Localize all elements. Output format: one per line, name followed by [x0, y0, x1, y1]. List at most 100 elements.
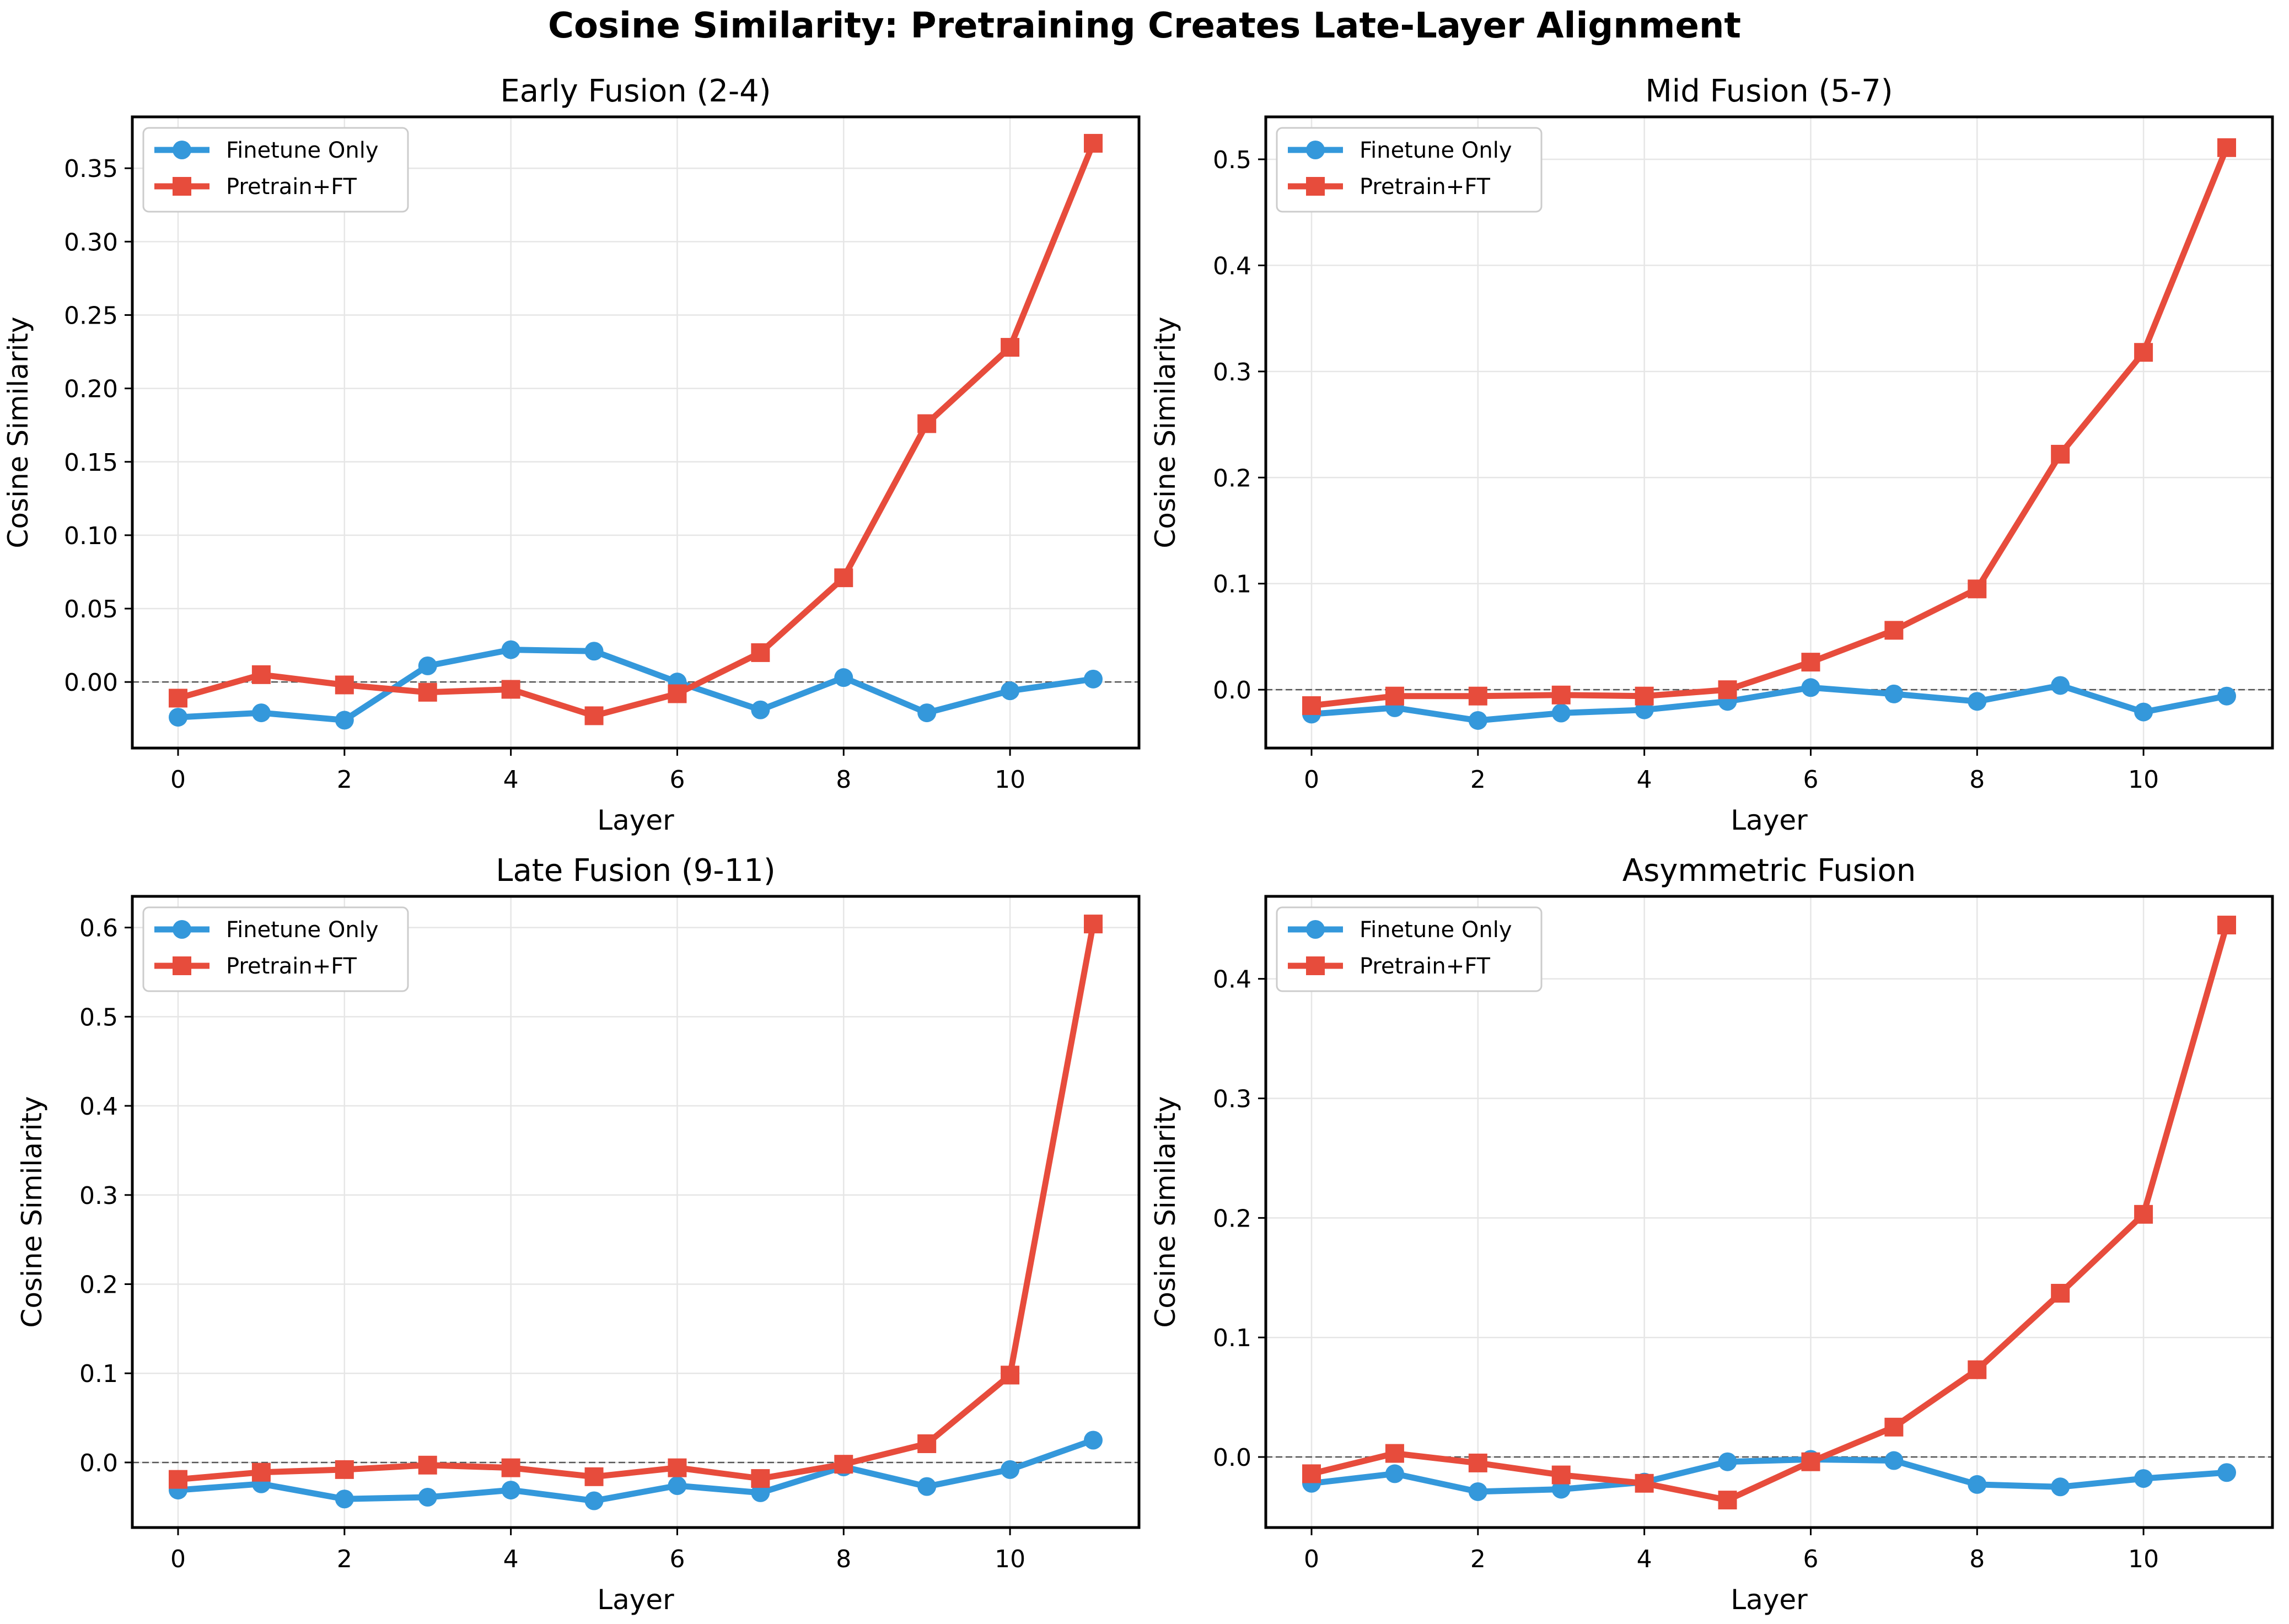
y-axis-label: Cosine Similarity — [1149, 316, 1181, 548]
legend: Finetune Only Pretrain+FT — [142, 906, 409, 992]
x-tick-label: 6 — [1803, 1545, 1818, 1573]
data-point-finetune — [1084, 1431, 1103, 1450]
data-point-pretrain — [1302, 696, 1321, 716]
legend-label: Finetune Only — [1360, 138, 1512, 163]
chart-panel-3: 0 2 4 6 8 10 0.0 0.1 0.2 0.3 0.4 0.5 0.6 Layer Cosine … — [16, 853, 1141, 1616]
data-point-pretrain — [1084, 133, 1103, 153]
data-point-finetune — [1001, 1460, 1020, 1479]
legend-marker — [173, 920, 191, 939]
data-point-finetune — [834, 668, 853, 687]
data-point-pretrain — [751, 1469, 770, 1488]
data-point-pretrain — [251, 665, 271, 684]
x-tick-label: 2 — [337, 1545, 352, 1573]
series-line-pretrain — [1311, 146, 2230, 709]
data-point-pretrain — [1718, 1491, 1737, 1510]
data-point-pretrain — [501, 1458, 520, 1477]
data-point-finetune — [2217, 1463, 2236, 1482]
y-tick-label: 0.30 — [64, 228, 118, 256]
data-point-finetune — [584, 1491, 604, 1510]
x-tick-label: 2 — [1470, 766, 1486, 794]
data-point-finetune — [668, 1476, 687, 1495]
data-point-pretrain — [1551, 1465, 1571, 1485]
data-point-pretrain — [251, 1462, 271, 1482]
y-tick-label: 0.6 — [79, 915, 118, 943]
data-point-pretrain — [1635, 1474, 1654, 1493]
series-line-finetune — [1311, 1456, 2227, 1495]
x-tick-label: 0 — [170, 1545, 186, 1573]
data-point-finetune — [1385, 1464, 1404, 1483]
x-tick-label: 4 — [503, 1545, 519, 1573]
data-point-pretrain — [668, 1458, 687, 1477]
data-point-pretrain — [2134, 1204, 2153, 1224]
data-point-pretrain — [501, 680, 520, 699]
x-tick-label: 2 — [1470, 1545, 1486, 1573]
legend-label: Finetune Only — [226, 917, 379, 943]
data-point-pretrain — [584, 1467, 604, 1486]
y-tick-label: 0.10 — [64, 522, 118, 550]
plot-frame — [1264, 895, 2274, 1529]
x-tick-label: 10 — [2128, 766, 2159, 794]
x-tick-label: 0 — [170, 766, 186, 794]
y-tick-label: 0.20 — [64, 375, 118, 404]
data-point-pretrain — [1884, 621, 1904, 640]
data-point-finetune — [1968, 1475, 1987, 1494]
data-point-pretrain — [2134, 343, 2153, 362]
data-point-pretrain — [1968, 579, 1987, 599]
data-point-finetune — [917, 703, 937, 723]
data-point-finetune — [2134, 702, 2153, 722]
data-point-pretrain — [668, 684, 687, 703]
data-point-pretrain — [1385, 686, 1404, 706]
data-point-pretrain — [834, 568, 853, 588]
y-tick-label: 0.0 — [79, 1449, 118, 1477]
y-axis-label: Cosine Similarity — [1149, 1096, 1181, 1327]
data-point-finetune — [335, 1489, 354, 1509]
x-tick-label: 10 — [2128, 1545, 2159, 1573]
data-point-finetune — [418, 656, 437, 675]
x-tick-label: 8 — [836, 766, 851, 794]
data-point-finetune — [1468, 711, 1487, 730]
x-tick-label: 4 — [503, 766, 519, 794]
x-tick-label: 0 — [1304, 766, 1319, 794]
data-point-finetune — [335, 711, 354, 730]
data-point-finetune — [1884, 1451, 1904, 1470]
x-axis-label: Layer — [1731, 1584, 1808, 1616]
data-point-finetune — [418, 1488, 437, 1507]
y-tick-label: 0.4 — [1213, 252, 1251, 280]
panel-title: Early Fusion (2-4) — [500, 73, 771, 109]
data-point-pretrain — [1801, 1452, 1820, 1471]
data-point-finetune — [584, 642, 604, 661]
y-tick-label: 0.2 — [1213, 1204, 1251, 1233]
data-point-pretrain — [1001, 338, 1020, 357]
x-tick-label: 0 — [1304, 1545, 1319, 1573]
data-point-finetune — [1968, 692, 1987, 711]
y-tick-label: 0.4 — [79, 1093, 118, 1121]
y-tick-label: 0.1 — [1213, 571, 1251, 599]
data-point-pretrain — [917, 1434, 937, 1453]
data-point-pretrain — [1302, 1464, 1321, 1483]
panel-title: Asymmetric Fusion — [1622, 853, 1916, 889]
data-point-pretrain — [834, 1455, 853, 1474]
y-tick-label: 0.15 — [64, 449, 118, 477]
data-point-finetune — [2134, 1469, 2153, 1488]
data-point-finetune — [1718, 1452, 1737, 1471]
data-point-finetune — [1551, 703, 1571, 723]
legend-label: Finetune Only — [226, 138, 379, 163]
data-point-pretrain — [1385, 1444, 1404, 1463]
legend-label: Finetune Only — [1360, 917, 1512, 943]
legend-marker — [1306, 141, 1325, 159]
legend-marker — [1306, 956, 1325, 975]
data-point-finetune — [1001, 681, 1020, 701]
data-point-finetune — [751, 1483, 770, 1502]
figure-title: Cosine Similarity: Pretraining Creates L… — [547, 6, 1742, 46]
legend-marker — [173, 177, 191, 196]
data-point-pretrain — [418, 1455, 437, 1475]
x-tick-label: 10 — [995, 1545, 1025, 1573]
y-tick-label: 0.4 — [1213, 966, 1251, 994]
legend: Finetune Only Pretrain+FT — [1276, 906, 1543, 992]
chart-panel-2: 0 2 4 6 8 10 0.0 0.1 0.2 0.3 0.4 0.5 Layer Cosine Sim… — [1149, 73, 2274, 836]
legend: Finetune Only Pretrain+FT — [142, 127, 409, 213]
data-point-finetune — [251, 703, 271, 723]
data-point-pretrain — [1801, 653, 1820, 672]
data-point-pretrain — [917, 414, 937, 433]
y-tick-label: 0.1 — [79, 1360, 118, 1388]
